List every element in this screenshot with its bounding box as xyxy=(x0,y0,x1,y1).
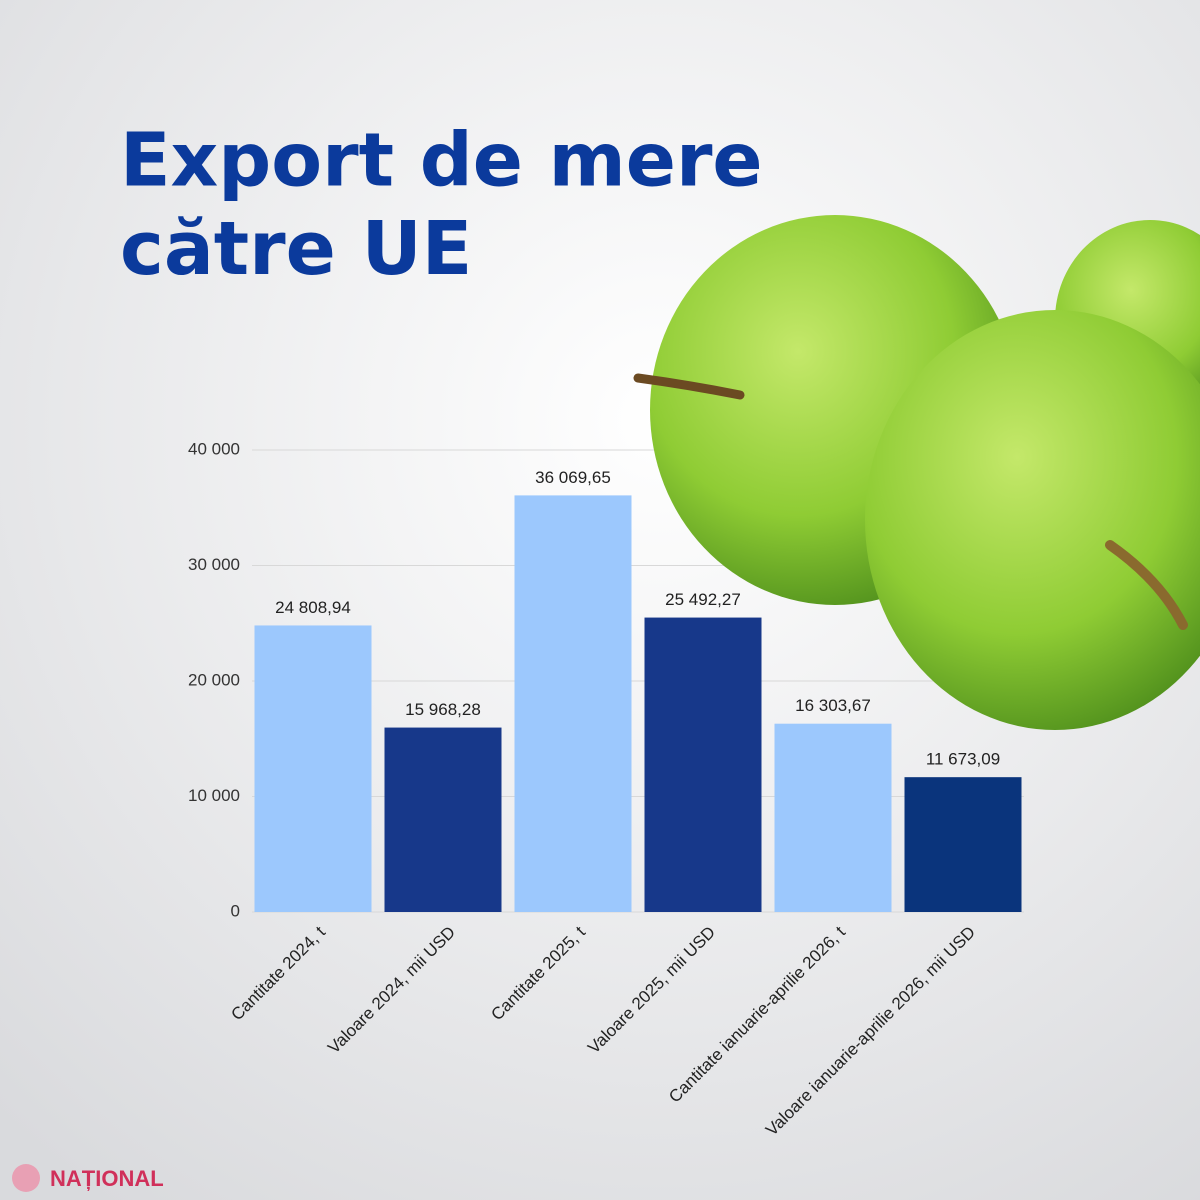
grid xyxy=(252,449,1024,913)
bar xyxy=(254,625,372,912)
apples xyxy=(633,215,1200,730)
chart-title-line: către UE xyxy=(120,206,472,292)
stem xyxy=(1105,540,1188,630)
logo-icon xyxy=(12,1164,40,1192)
bar xyxy=(644,617,762,912)
apple xyxy=(865,310,1200,730)
y-tick-label: 40 000 xyxy=(188,439,240,458)
data-label: 16 303,67 xyxy=(795,696,871,715)
data-label: 24 808,94 xyxy=(275,598,351,617)
data-label: 25 492,27 xyxy=(665,590,741,609)
bar xyxy=(904,777,1022,912)
stem xyxy=(633,373,745,400)
logo: NAȚIONAL xyxy=(50,1166,164,1191)
data-label: 36 069,65 xyxy=(535,468,611,487)
bar xyxy=(384,727,502,912)
bar xyxy=(514,495,632,912)
y-tick-label: 30 000 xyxy=(188,555,240,574)
y-tick-label: 0 xyxy=(231,901,240,920)
y-tick-label: 20 000 xyxy=(188,670,240,689)
data-label: 11 673,09 xyxy=(926,750,1000,769)
y-tick-label: 10 000 xyxy=(188,786,240,805)
bar xyxy=(774,723,892,912)
data-label: 15 968,28 xyxy=(405,700,481,719)
